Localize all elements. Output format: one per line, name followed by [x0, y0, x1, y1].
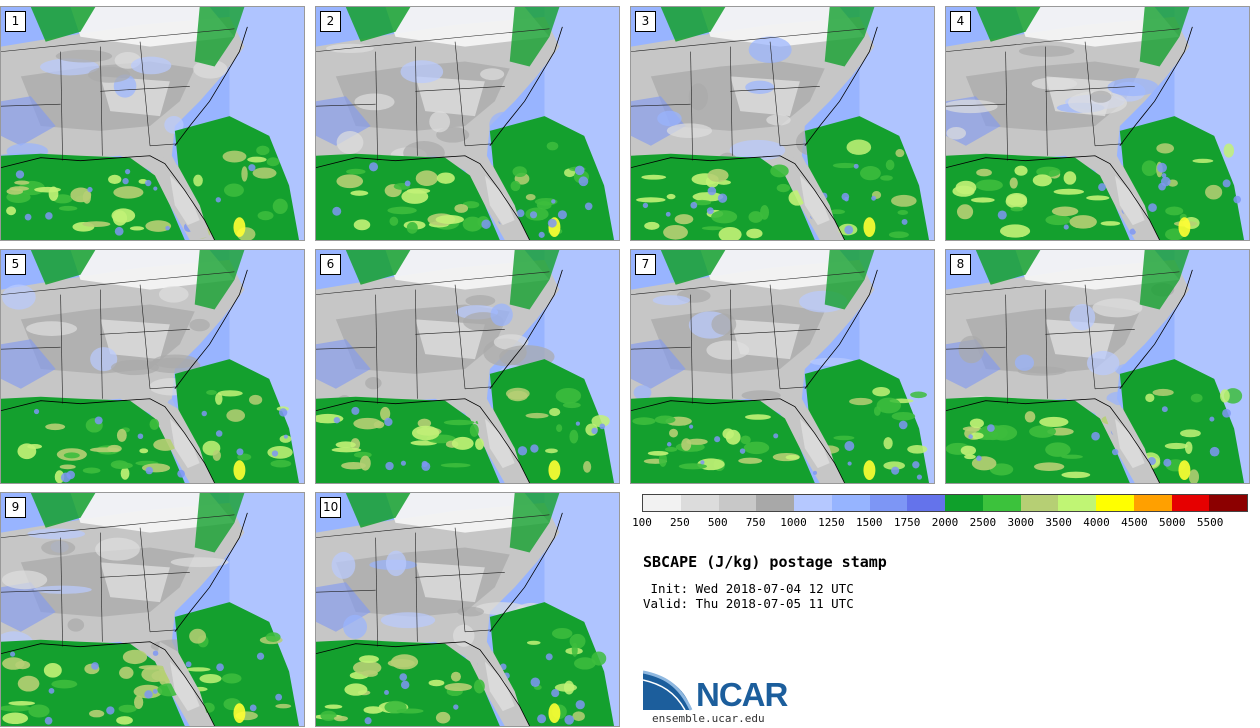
- ensemble-member-map: 8: [945, 249, 1250, 484]
- ensemble-member-map: 6: [315, 249, 620, 484]
- ensemble-member-map: 1: [0, 6, 305, 241]
- ensemble-member-map: 2: [315, 6, 620, 241]
- legend-tick-label: 500: [707, 516, 728, 529]
- sbcape-map-graphic: [1, 7, 304, 240]
- init-time: Init: Wed 2018-07-04 12 UTC: [643, 581, 854, 596]
- member-number-label: 1: [5, 11, 26, 32]
- legend-tick-labels: 100 250 500 750 1000 1250 1500 1750 2000 2500 3000…: [632, 516, 1248, 530]
- logo-name: NCAR: [696, 676, 788, 713]
- legend-tick-label: 100: [632, 516, 652, 529]
- sbcape-map-graphic: [946, 7, 1249, 240]
- member-number-label: 2: [320, 11, 341, 32]
- legend-color-box: [643, 495, 681, 511]
- legend-tick-label: 1750: [893, 516, 921, 529]
- legend-color-box: [1171, 495, 1210, 511]
- member-number-label: 9: [5, 497, 26, 518]
- sbcape-map-graphic: [631, 250, 934, 483]
- member-number-label: 8: [950, 254, 971, 275]
- legend-color-box: [1058, 495, 1096, 511]
- legend-tick-label: 1250: [818, 516, 845, 529]
- legend-color-box: [945, 495, 983, 511]
- legend-tick-label: 1500: [856, 516, 883, 529]
- legend-tick-label: 1000: [780, 516, 807, 529]
- legend-color-box: [907, 495, 945, 511]
- legend-color-box: [1133, 495, 1172, 511]
- legend-color-box: [794, 495, 832, 511]
- sbcape-map-graphic: [1, 493, 304, 726]
- valid-time: Valid: Thu 2018-07-05 11 UTC: [643, 596, 854, 611]
- sbcape-map-graphic: [316, 7, 619, 240]
- ensemble-member-map: 9: [0, 492, 305, 727]
- legend-tick-label: 2500: [969, 516, 997, 529]
- legend-tick-label: 5000: [1159, 516, 1186, 529]
- legend-tick-label: 5500: [1196, 516, 1224, 529]
- legend-tick-label: 2000: [931, 516, 959, 529]
- legend-color-box: [756, 495, 794, 511]
- sbcape-map-graphic: [1, 250, 304, 483]
- ensemble-member-map: 3: [630, 6, 935, 241]
- member-number-label: 7: [635, 254, 656, 275]
- legend-tick-label: 4500: [1121, 516, 1148, 529]
- legend-tick-label: 4000: [1083, 516, 1110, 529]
- ncar-logo-icon: [643, 670, 693, 711]
- legend-color-box: [1209, 495, 1247, 511]
- sbcape-map-graphic: [316, 250, 619, 483]
- legend-color-box: [831, 495, 870, 511]
- ensemble-member-map: 4: [945, 6, 1250, 241]
- legend-color-box: [869, 495, 908, 511]
- member-number-label: 5: [5, 254, 26, 275]
- member-number-label: 6: [320, 254, 341, 275]
- legend-tick-label: 3500: [1045, 516, 1072, 529]
- logo-url: ensemble.ucar.edu: [652, 712, 765, 725]
- member-number-label: 10: [320, 497, 342, 518]
- ensemble-member-map: 5: [0, 249, 305, 484]
- sbcape-map-graphic: [316, 493, 619, 726]
- product-title: SBCAPE (J/kg) postage stamp: [643, 553, 887, 571]
- ensemble-member-map: 7: [630, 249, 935, 484]
- sbcape-map-graphic: [631, 7, 934, 240]
- legend-tick-label: 750: [745, 516, 766, 529]
- member-number-label: 4: [950, 11, 971, 32]
- legend-color-box: [982, 495, 1021, 511]
- legend-tick-label: 3000: [1007, 516, 1035, 529]
- legend-tick-label: 250: [669, 516, 690, 529]
- legend-color-box: [1020, 495, 1059, 511]
- color-scale-legend: [642, 494, 1248, 512]
- sbcape-map-graphic: [946, 250, 1249, 483]
- legend-color-box: [1096, 495, 1134, 511]
- member-number-label: 3: [635, 11, 656, 32]
- ensemble-member-map: 10: [315, 492, 620, 727]
- legend-color-box: [718, 495, 757, 511]
- legend-color-box: [680, 495, 719, 511]
